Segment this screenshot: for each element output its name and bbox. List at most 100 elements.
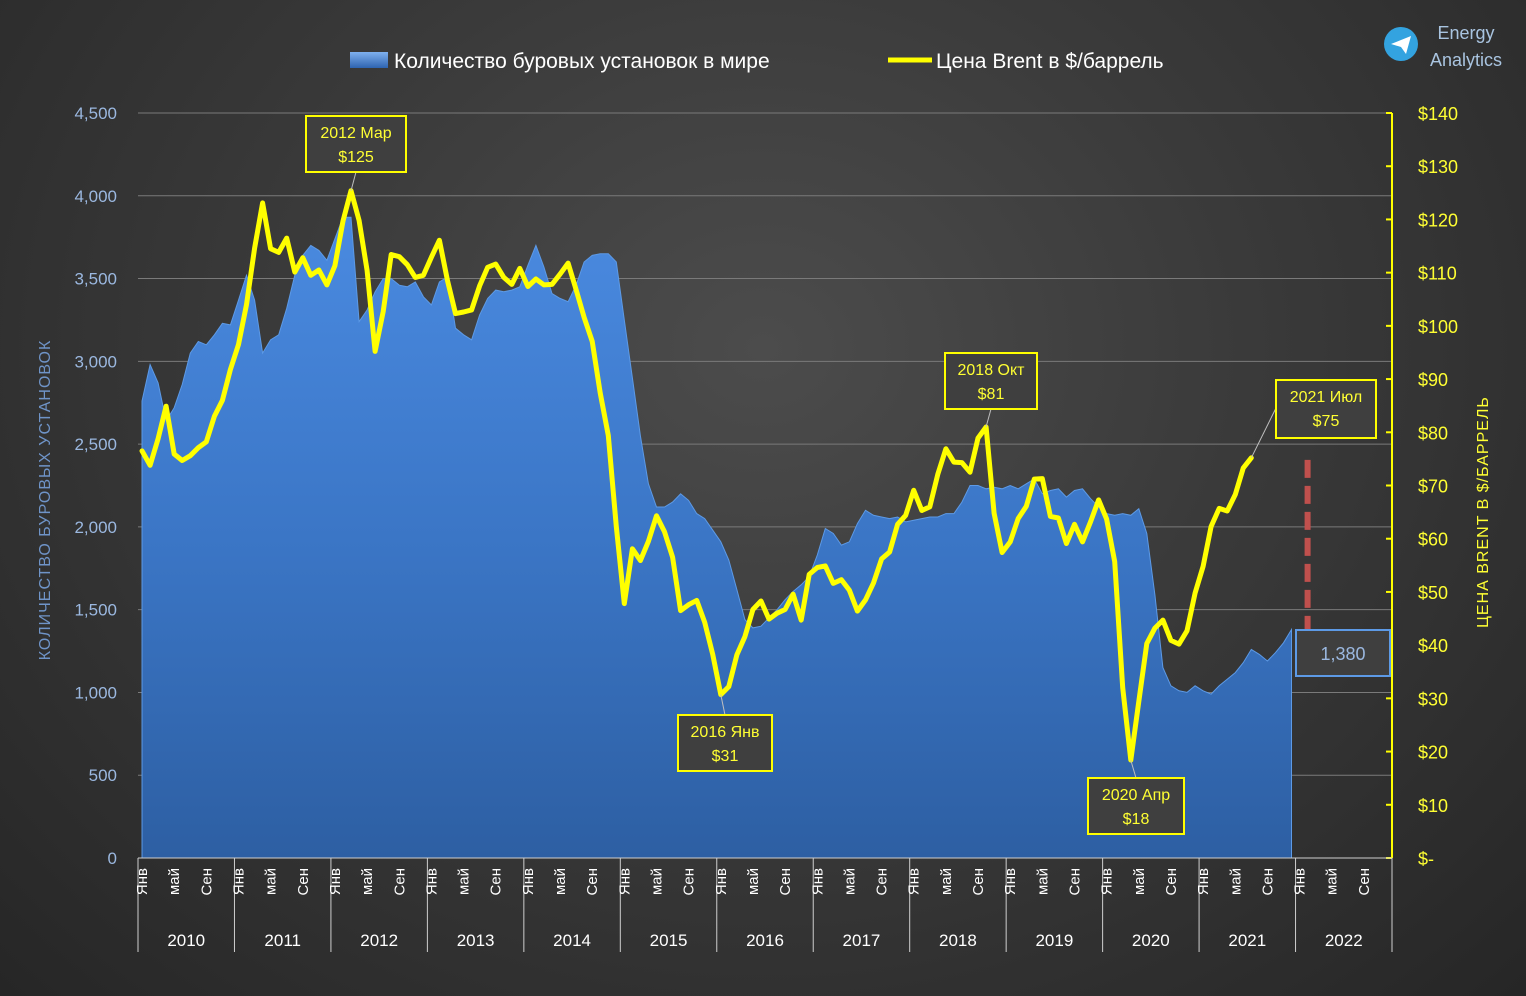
x-month-label: Сен [584,868,601,895]
y-right-tick-label: $60 [1418,530,1448,550]
brand-line2: Analytics [1430,50,1502,70]
x-year-label: 2022 [1325,931,1363,950]
x-year-label: 2018 [939,931,977,950]
annotation-date: 2012 Мар [320,125,391,142]
x-month-label: май [649,868,666,895]
x-month-label: Янв [906,868,923,895]
y-left-tick-label: 1,500 [74,601,117,620]
rig-count-area [141,216,1311,859]
x-year-label: 2013 [457,931,495,950]
y-left-tick-label: 3,000 [74,352,117,371]
x-month-label: май [552,868,569,895]
annotation-leader [720,694,726,716]
annotation-price: $125 [338,149,374,166]
annotation-leader [1250,407,1277,459]
rig-count-area-shape [141,216,1292,859]
annotation-date: 2018 Окт [958,362,1026,379]
annotation-price: $18 [1123,811,1150,828]
x-month-label: май [1034,868,1051,895]
x-month-label: Янв [1099,868,1116,895]
x-month-label: май [456,868,473,895]
x-month-label: Янв [1292,868,1309,895]
y-left-tick-label: 2,000 [74,518,117,537]
legend-brent-label: Цена Brent в $/баррель [936,50,1164,73]
x-month-label: май [938,868,955,895]
x-year-label: 2016 [746,931,784,950]
x-year-label: 2020 [1132,931,1170,950]
y-left-tick-label: 0 [108,849,117,868]
x-month-label: май [1324,868,1341,895]
y-left-tick-label: 4,000 [74,187,117,206]
x-month-label: Сен [1163,868,1180,895]
annotation-box [1087,777,1185,835]
x-month-label: Янв [616,868,633,895]
annotation-leader [1130,759,1137,779]
x-month-label: Янв [520,868,537,895]
rig-end-label: 1,380 [1320,644,1365,664]
x-month-label: Сен [198,868,215,895]
x-month-label: Янв [1195,868,1212,895]
annotation-box [944,352,1038,410]
y-right-tick-label: $- [1418,849,1434,869]
x-month-label: Сен [391,868,408,895]
legend-rigs-label: Количество буровых установок в мире [394,50,770,73]
x-month-label: май [1227,868,1244,895]
brent-price-line [139,188,1254,763]
x-month-label: Сен [681,868,698,895]
x-month-label: Янв [1002,868,1019,895]
x-month-label: Сен [874,868,891,895]
x-month-label: Сен [1356,868,1373,895]
annotation-date: 2016 Янв [691,724,760,741]
rig-end-label-box [1295,629,1391,677]
annotation-date: 2020 Апр [1102,787,1170,804]
y-axis-left-title: КОЛИЧЕСТВО БУРОВЫХ УСТАНОВОК [37,340,54,661]
annotation-box [305,115,407,173]
x-year-label: 2021 [1228,931,1266,950]
y-right-tick-label: $20 [1418,743,1448,763]
x-month-label: Сен [1259,868,1276,895]
brand[interactable]: Energy Analytics [1384,23,1502,70]
annotation-date: 2021 Июл [1290,389,1363,406]
x-month-label: Янв [809,868,826,895]
y-right-tick-label: $30 [1418,689,1448,709]
annotation-price: $31 [712,748,739,765]
brand-line1: Energy [1437,23,1494,43]
x-month-label: май [166,868,183,895]
x-month-label: Сен [1067,868,1084,895]
annotation-box [677,714,773,772]
x-year-label: 2015 [650,931,688,950]
y-right-tick-label: $120 [1418,210,1458,230]
x-year-label: 2010 [167,931,205,950]
legend-rigs-swatch [350,52,388,68]
y-right-tick-label: $110 [1418,264,1457,284]
y-left-tick-label: 2,500 [74,435,117,454]
x-month-label: Янв [231,868,248,895]
annotation-leader [985,408,992,428]
x-year-label: 2017 [843,931,881,950]
x-year-label: 2019 [1035,931,1073,950]
x-month-label: май [745,868,762,895]
legend: Количество буровых установок в мире Цена… [350,50,1164,73]
y-right-tick-label: $10 [1418,796,1448,816]
x-month-label: Сен [970,868,987,895]
x-month-label: Янв [327,868,344,895]
annotations: 2012 Мар $125 2016 Янв $31 2018 Окт $81 2020 А… [305,115,1391,835]
y-right-tick-label: $90 [1418,370,1448,390]
annotation-price: $81 [978,386,1005,403]
x-year-label: 2014 [553,931,591,950]
annotation-price: $75 [1313,413,1340,430]
x-year-label: 2012 [360,931,398,950]
y-right-tick-label: $70 [1418,477,1448,497]
x-month-label: Янв [713,868,730,895]
x-month-label: Янв [134,868,151,895]
telegram-plane-shape [1391,36,1411,54]
y-left-tick-label: 500 [89,766,117,785]
x-year-label: 2011 [264,931,301,950]
y-right-tick-label: $50 [1418,583,1448,603]
y-left-tick-label: 3,500 [74,270,117,289]
x-month-label: май [359,868,376,895]
annotation-box [1275,379,1377,439]
x-month-label: Сен [777,868,794,895]
annotation-leader [350,171,357,191]
